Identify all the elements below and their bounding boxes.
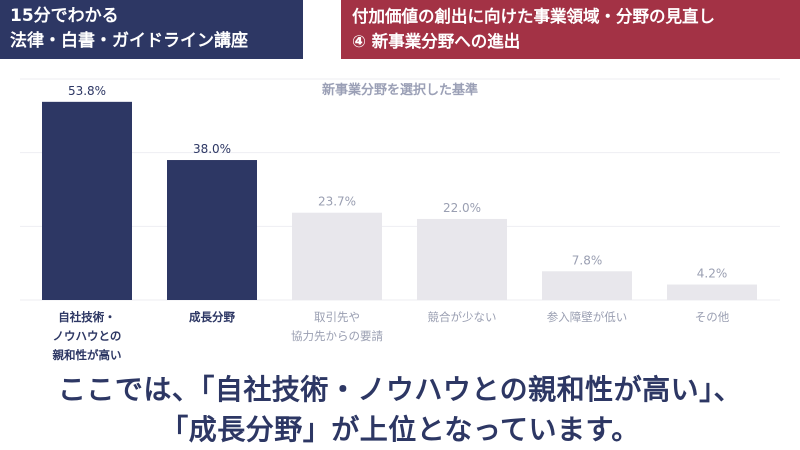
course-subtitle: 15分でわかる: [10, 6, 119, 26]
header-badge-topic: 付加価値の創出に向けた事業領域・分野の見直し ④ 新事業分野への進出: [341, 0, 800, 59]
caption-line-1: ここでは、「自社技術・ノウハウとの親和性が高い」、: [57, 373, 743, 406]
caption-line-2: 「成長分野」が上位となっています。: [160, 413, 640, 446]
bar-value-label-2: 23.7%: [318, 195, 356, 209]
bar-5: [667, 284, 757, 300]
header-badge-course: 15分でわかる 法律・白書・ガイドライン講座: [0, 0, 303, 59]
category-label-0-line-1: ノウハウとの: [53, 329, 122, 343]
course-title: 法律・白書・ガイドライン講座: [10, 31, 248, 51]
category-label-0-line-2: 親和性が高い: [53, 348, 122, 362]
category-label-1-line-0: 成長分野: [189, 310, 235, 324]
bar-value-label-4: 7.8%: [572, 253, 603, 267]
bar-0: [42, 101, 132, 300]
summary-caption: ここでは、「自社技術・ノウハウとの親和性が高い」、 「成長分野」が上位となってい…: [0, 370, 800, 450]
category-label-4-line-0: 参入障壁が低い: [547, 310, 628, 324]
bar-3: [417, 218, 507, 300]
bar-value-label-1: 38.0%: [193, 142, 231, 156]
topic-subtitle: ④ 新事業分野への進出: [352, 32, 521, 51]
bar-chart-container: 新事業分野を選択した基準 53.8% 自社技術・ノウハウとの 親和性が高い 38.0% 成…: [0, 60, 800, 370]
category-label-5-line-0: その他: [695, 310, 730, 324]
bar-value-label-5: 4.2%: [697, 267, 728, 281]
category-label-2-line-1: 協力先からの要請: [291, 329, 383, 343]
category-label-2-line-0: 取引先や: [314, 310, 360, 324]
bar-1: [167, 160, 257, 300]
bar-4: [542, 271, 632, 300]
bar-value-label-0: 53.8%: [68, 84, 106, 98]
category-label-3-line-0: 競合が少ない: [428, 310, 497, 324]
chart-title: 新事業分野を選択した基準: [322, 82, 478, 98]
topic-title: 付加価値の創出に向けた事業領域・分野の見直し: [352, 7, 715, 26]
bar-value-label-3: 22.0%: [443, 201, 481, 215]
bar-2: [292, 212, 382, 300]
category-label-0-line-0: 自社技術・: [58, 310, 116, 324]
bar-chart: 新事業分野を選択した基準 53.8% 自社技術・ノウハウとの親和性が高い 38.0% 成…: [20, 78, 780, 362]
